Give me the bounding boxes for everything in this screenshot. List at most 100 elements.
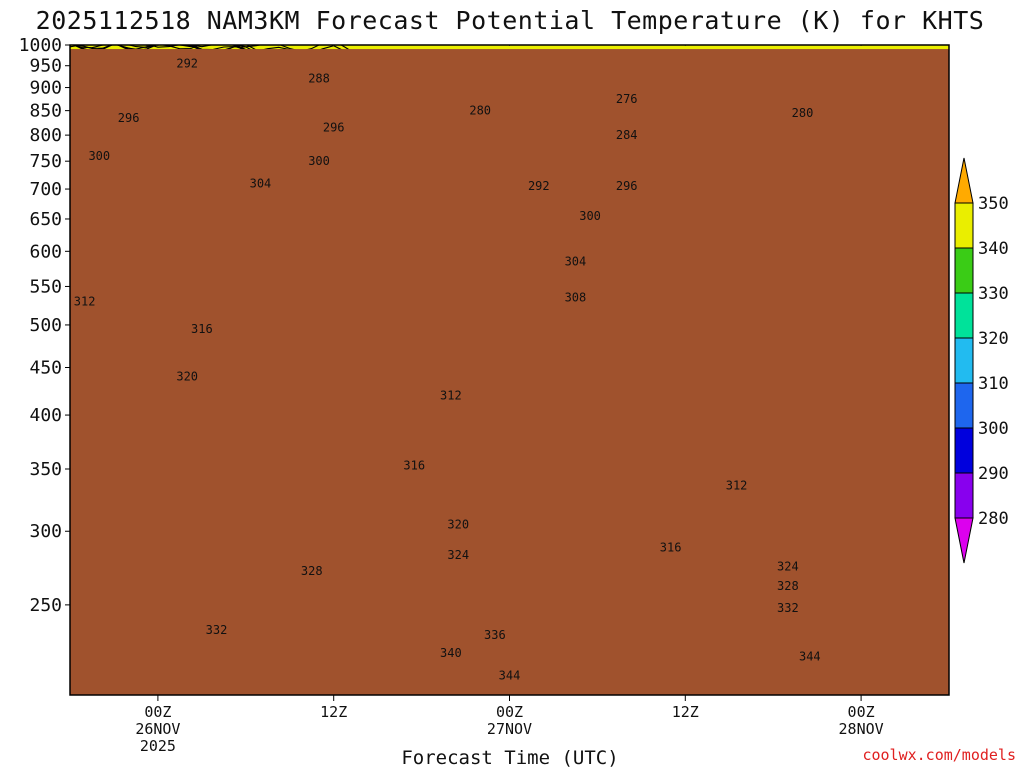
colorbar-segment: [954, 337, 974, 384]
contour-label: 312: [726, 478, 748, 492]
contour-label-text: 336: [484, 628, 506, 642]
contour-label-text: 276: [616, 92, 638, 106]
colorbar-segment: [954, 202, 974, 249]
contour-label-text: 304: [565, 255, 587, 269]
contour-label-text: 328: [777, 579, 799, 593]
contour-label: 284: [616, 128, 638, 142]
contour-label: 312: [74, 294, 96, 308]
contour-label: 320: [176, 370, 198, 384]
y-tick-label: 450: [29, 357, 62, 378]
contour-label-text: 304: [250, 176, 272, 190]
contour-label: 324: [777, 559, 799, 573]
contour-label: 316: [191, 322, 213, 336]
contour-label: 316: [660, 541, 682, 555]
contour-labels: 344 340 336 344 332 328 324 320 316 332 328 324 312 3…: [74, 57, 821, 683]
y-tick-label: 700: [29, 179, 62, 200]
contour-label-text: 316: [660, 541, 682, 555]
pressure-axis: 2503003504004505005506006507007508008509…: [19, 35, 70, 616]
y-tick-label: 300: [29, 521, 62, 542]
contour-label-text: 296: [323, 121, 345, 135]
contour-label: 292: [528, 179, 550, 193]
contour-label: 296: [323, 121, 345, 135]
contour-label-text: 316: [403, 459, 425, 473]
contour-label-text: 288: [308, 72, 330, 86]
colorbar-segment: [954, 382, 974, 429]
colorbar-label: 340: [978, 239, 1009, 259]
contour-label: 304: [565, 255, 587, 269]
y-tick-label: 250: [29, 595, 62, 616]
contour-label: 324: [447, 548, 469, 562]
contour-label: 332: [777, 601, 799, 615]
x-tick-label: 27NOV: [487, 720, 532, 738]
y-tick-label: 900: [29, 78, 62, 99]
contour-label-text: 284: [616, 128, 638, 142]
colorbar-segment: [954, 247, 974, 294]
contour-label: 336: [484, 628, 506, 642]
contour-label-text: 312: [726, 478, 748, 492]
contour-label: 296: [118, 111, 140, 125]
contour-label-text: 344: [799, 650, 821, 664]
x-tick-label: 28NOV: [839, 720, 884, 738]
chart-title: 2025112518 NAM3KM Forecast Potential Tem…: [36, 6, 985, 35]
contour-label: 344: [799, 650, 821, 664]
y-tick-label: 800: [29, 125, 62, 146]
contour-label-text: 296: [118, 111, 140, 125]
colorbar-label: 320: [978, 329, 1009, 349]
contour-label-text: 292: [528, 179, 550, 193]
y-tick-label: 400: [29, 405, 62, 426]
contour-label-text: 300: [88, 149, 110, 163]
contour-label-text: 296: [616, 179, 638, 193]
contour-label-text: 328: [301, 564, 323, 578]
x-tick-label: 12Z: [672, 703, 699, 721]
colorbar-label: 280: [978, 509, 1009, 529]
credit-text: coolwx.com/models: [862, 746, 1016, 764]
contour-label-text: 312: [440, 388, 462, 402]
x-tick-label: 2025: [140, 737, 176, 755]
contour-label: 300: [308, 154, 330, 168]
colorbar-label: 310: [978, 374, 1009, 394]
contour-label: 332: [206, 623, 228, 637]
contour-label: 312: [440, 388, 462, 402]
colorbar-label: 350: [978, 194, 1009, 214]
colorbar-label: 300: [978, 419, 1009, 439]
x-tick-label: 26NOV: [135, 720, 180, 738]
colorbar-label: 330: [978, 284, 1009, 304]
contour-label: 328: [777, 579, 799, 593]
y-tick-label: 550: [29, 276, 62, 297]
contour-label: 292: [176, 57, 198, 71]
contour-label-text: 312: [74, 294, 96, 308]
contour-label: 328: [301, 564, 323, 578]
contour-label-text: 320: [447, 518, 469, 532]
contour-label-text: 332: [777, 601, 799, 615]
x-tick-label: 12Z: [320, 703, 347, 721]
contour-label-text: 324: [447, 548, 469, 562]
y-tick-label: 600: [29, 241, 62, 262]
contour-label: 340: [440, 646, 462, 660]
contour-label: 288: [308, 72, 330, 86]
colorbar-segment: [954, 472, 974, 519]
ground-surface: [70, 49, 949, 695]
contour-label: 304: [250, 176, 272, 190]
contour-label: 280: [792, 106, 814, 120]
contour-label: 308: [565, 291, 587, 305]
plot-area: 344 340 336 344 332 328 324 320 316 332 328 324 312 3…: [70, 45, 949, 695]
x-tick-label: 00Z: [144, 703, 171, 721]
contour-label-text: 340: [440, 646, 462, 660]
contour-label: 344: [499, 668, 521, 682]
colorbar-segment: [954, 427, 974, 474]
contour-label-text: 308: [565, 291, 587, 305]
y-tick-label: 650: [29, 209, 62, 230]
contour-label: 296: [616, 179, 638, 193]
y-tick-label: 950: [29, 56, 62, 77]
colorbar-segment: [954, 292, 974, 339]
contour-label: 300: [88, 149, 110, 163]
contour-label: 276: [616, 92, 638, 106]
contour-label: 280: [469, 104, 491, 118]
contour-label-text: 292: [176, 57, 198, 71]
colorbar-top-arrow: [954, 157, 974, 204]
contour-label: 320: [447, 518, 469, 532]
contour-label-text: 300: [308, 154, 330, 168]
contour-label-text: 280: [469, 104, 491, 118]
